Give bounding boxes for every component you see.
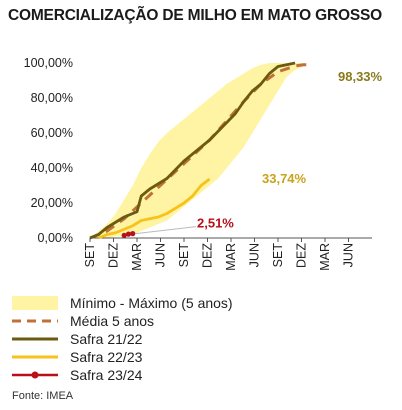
y-tick-label: 0,00% [38, 231, 73, 245]
series-layer [89, 61, 313, 240]
y-tick-label: 20,00% [31, 196, 73, 210]
legend-swatch-s2223 [12, 348, 58, 366]
x-tick-label: JUN [154, 243, 168, 267]
legend-item-s2223: Safra 22/23 [12, 348, 233, 366]
x-tick-label: JUN [342, 243, 356, 267]
source-note: Fonte: IMEA [12, 390, 74, 402]
legend-item-media: Média 5 anos [12, 312, 233, 330]
axis-layer: 0,00% 20,00% 40,00% 60,00% 80,00% 100,00% SET D… [24, 56, 372, 271]
chart-canvas: 0,00% 20,00% 40,00% 60,00% 80,00% 100,00% SET D… [24, 56, 383, 271]
legend-swatch-s2122 [12, 330, 58, 348]
legend-swatch-band [12, 294, 58, 312]
x-tick-label: SET [271, 243, 285, 268]
annotation-safra-22-23: 33,74% [262, 171, 307, 186]
point-safra-23-24 [125, 231, 132, 237]
annotation-leader-23-24 [135, 226, 197, 235]
y-tick-label: 100,00% [24, 56, 73, 70]
x-tick-label: MAR [130, 243, 144, 271]
point-safra-23-24 [130, 231, 136, 237]
annotation-safra-23-24: 2,51% [197, 216, 234, 231]
series-safra-21-22 [89, 61, 296, 240]
point-safra-23-24 [121, 232, 127, 238]
legend-item-s2122: Safra 21/22 [12, 330, 233, 348]
x-tick-label: SET [83, 243, 97, 268]
x-tick-label: MAR [318, 243, 332, 271]
legend-label-s2122: Safra 21/22 [70, 331, 143, 347]
annotation-media: 98,33% [338, 69, 383, 84]
legend-label-s2223: Safra 22/23 [70, 349, 143, 365]
x-tick-label: DEZ [107, 243, 121, 268]
y-tick-label: 40,00% [31, 161, 73, 175]
legend: Mínimo - Máximo (5 anos) Média 5 anos Sa… [12, 294, 233, 384]
legend-label-media: Média 5 anos [70, 313, 155, 329]
legend-item-band: Mínimo - Máximo (5 anos) [12, 294, 233, 312]
x-tick-label: DEZ [295, 243, 309, 268]
x-tick-label: MAR [224, 243, 238, 271]
y-tick-label: 60,00% [31, 126, 73, 140]
legend-item-s2324: Safra 23/24 [12, 366, 233, 384]
x-tick-label: DEZ [201, 243, 215, 268]
chart-title: COMERCIALIZAÇÃO DE MILHO EM MATO GROSSO [8, 7, 382, 24]
annotation-layer: 98,33% 33,74% 2,51% [135, 69, 383, 235]
series-safra-22-23 [98, 177, 211, 240]
x-tick-label: SET [177, 243, 191, 268]
legend-swatch-media [12, 312, 58, 330]
legend-label-band: Mínimo - Máximo (5 anos) [70, 295, 233, 311]
legend-label-s2324: Safra 23/24 [70, 367, 143, 383]
x-tick-label: JUN [248, 243, 262, 267]
legend-swatch-s2324 [12, 366, 58, 384]
y-tick-label: 80,00% [31, 91, 73, 105]
